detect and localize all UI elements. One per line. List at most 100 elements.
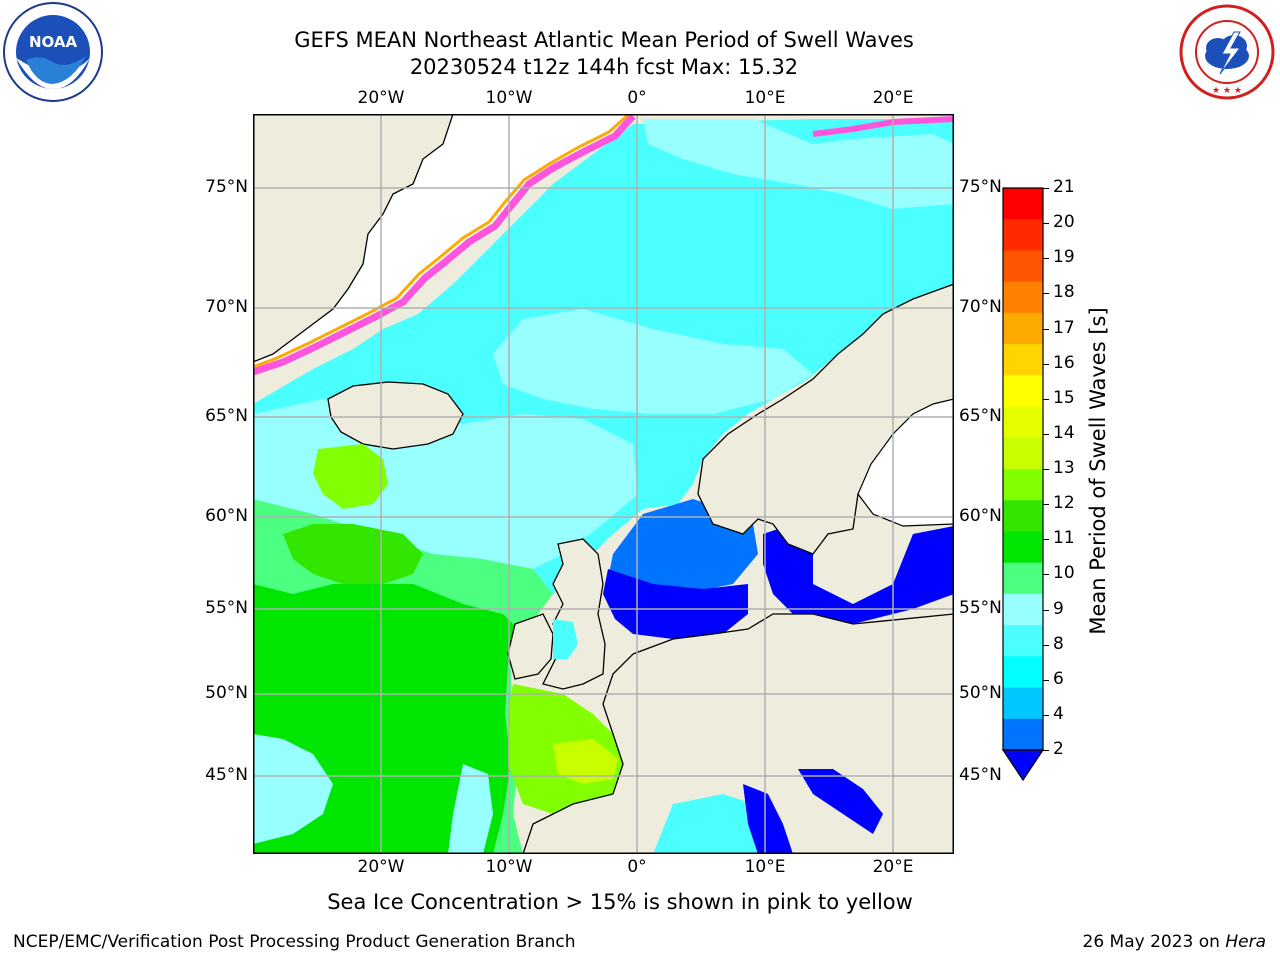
map-gridlines <box>253 114 954 854</box>
colorbar-segment <box>1003 718 1043 751</box>
swell-lightcyan-1 <box>643 119 954 209</box>
colorbar-segment <box>1003 188 1043 220</box>
colorbar-tick-label: 19 <box>1053 247 1075 268</box>
lon-label-10w-top: 10°W <box>485 88 533 108</box>
great-britain <box>542 538 606 690</box>
nws-logo: ★ ★ ★ <box>1179 4 1275 100</box>
sea-ice-edge <box>253 114 636 376</box>
colorbar-segment <box>1003 656 1043 689</box>
lon-label-0-bottom: 0° <box>627 857 647 877</box>
colorbar-tick-label: 18 <box>1053 282 1075 303</box>
colorbar-segment <box>1003 531 1043 564</box>
noaa-logo: NOAA <box>3 2 103 102</box>
colorbar-tick-mark <box>1043 750 1049 751</box>
sea-ice-edge-inner <box>253 114 631 369</box>
map-frame <box>253 114 954 854</box>
swell-deepblue-northsea <box>603 569 748 639</box>
lon-label-20w-bottom: 20°W <box>357 857 405 877</box>
lon-label-10e-top: 10°E <box>744 88 786 108</box>
footer-host: Hera <box>1225 932 1266 952</box>
colorbar-tick-mark <box>1043 223 1049 225</box>
lat-label-45n-right: 45°N <box>959 765 1002 785</box>
lat-label-55n-right: 55°N <box>959 598 1002 618</box>
lat-label-70n-right: 70°N <box>959 297 1002 317</box>
colorbar-tick-mark <box>1043 469 1049 470</box>
swell-yellowgreen-1 <box>313 444 388 509</box>
colorbar-segment <box>1003 625 1043 657</box>
swell-lightcyan-sw2 <box>448 764 493 854</box>
colorbar-tick-label: 14 <box>1053 422 1075 443</box>
colorbar-segment <box>1003 562 1043 595</box>
colorbar-tick-mark <box>1043 644 1049 646</box>
colorbar-segment <box>1003 500 1043 532</box>
colorbar-tick-mark <box>1043 328 1049 330</box>
chart-subtitle: 20230524 t12z 144h fcst Max: 15.32 <box>409 55 799 79</box>
colorbar-segment <box>1003 344 1043 376</box>
lat-label-45n-left: 45°N <box>205 765 248 785</box>
colorbar-tick-label: 2 <box>1053 739 1064 759</box>
colorbar-segment <box>1003 312 1043 345</box>
colorbar-segment <box>1003 250 1043 283</box>
colorbar-segment <box>1003 593 1043 626</box>
colorbar-tick-label: 12 <box>1053 493 1075 514</box>
lat-label-65n-right: 65°N <box>959 406 1002 426</box>
sea-ice-note: Sea Ice Concentration > 15% is shown in … <box>327 890 913 914</box>
footer-date-text: 26 May 2023 on <box>1082 932 1226 952</box>
colorbar-tick-mark <box>1043 539 1049 541</box>
svg-text:★ ★ ★: ★ ★ ★ <box>1212 86 1242 96</box>
lon-label-20w-top: 20°W <box>357 88 405 108</box>
chart-title: GEFS MEAN Northeast Atlantic Mean Period… <box>294 28 914 52</box>
colorbar-segment <box>1003 281 1043 314</box>
colorbar-tick-mark <box>1043 504 1049 506</box>
colorbar-tick-mark <box>1043 398 1049 400</box>
swell-lightcyan-2 <box>493 309 813 414</box>
lat-label-50n-left: 50°N <box>205 683 248 703</box>
lat-label-60n-right: 60°N <box>959 506 1002 526</box>
colorbar-tick-label: 4 <box>1053 703 1064 724</box>
svalbard-ice <box>812 116 954 137</box>
colorbar-segment <box>1003 437 1043 470</box>
colorbar-tick-label: 10 <box>1053 563 1075 584</box>
colorbar-tick-label: 17 <box>1053 317 1075 338</box>
irish-sea <box>553 619 578 659</box>
footer-date: 26 May 2023 on Hera <box>1083 932 1267 952</box>
colorbar-tick-label: 20 <box>1053 212 1075 233</box>
lat-label-65n-left: 65°N <box>205 406 248 426</box>
colorbar-tick-label: 6 <box>1053 668 1064 689</box>
noaa-logo-text: NOAA <box>29 33 78 51</box>
swell-blue-adriatic <box>798 769 883 834</box>
colorbar-tick-mark <box>1043 574 1049 576</box>
footer-credit: NCEP/EMC/Verification Post Processing Pr… <box>13 932 576 952</box>
iceland <box>327 381 464 450</box>
colorbar-tick-mark <box>1043 293 1049 295</box>
greenland <box>253 114 454 363</box>
lat-label-75n-left: 75°N <box>205 177 248 197</box>
gulf-of-bothnia <box>857 398 954 527</box>
colorbar-segment <box>1003 219 1043 251</box>
swell-lightcyan-sw <box>253 734 333 844</box>
colorbar-tick-mark <box>1043 188 1049 189</box>
colorbar-tick-label: 11 <box>1053 528 1075 549</box>
lon-label-20e-bottom: 20°E <box>872 857 914 877</box>
swell-yellow-patch <box>553 739 618 784</box>
lat-label-70n-left: 70°N <box>205 297 248 317</box>
colorbar-segment <box>1003 375 1043 408</box>
colorbar-tick-mark <box>1043 258 1049 260</box>
colorbar-tick-mark <box>1043 433 1049 435</box>
lat-label-55n-left: 55°N <box>205 598 248 618</box>
colorbar-tick-mark <box>1043 679 1049 681</box>
lat-label-75n-right: 75°N <box>959 177 1002 197</box>
colorbar-segment <box>1003 406 1043 439</box>
swell-blue-mediterranean <box>743 784 793 854</box>
colorbar-tick-label: 13 <box>1053 458 1075 478</box>
colorbar-tick-label: 9 <box>1053 598 1064 619</box>
colorbar <box>1001 187 1045 782</box>
colorbar-under-arrow <box>1001 749 1045 782</box>
colorbar-segment <box>1003 469 1043 501</box>
lat-label-50n-right: 50°N <box>959 683 1002 703</box>
swell-brightgreen <box>283 524 423 584</box>
lon-label-10w-bottom: 10°W <box>485 857 533 877</box>
colorbar-segment <box>1003 687 1043 720</box>
colorbar-tick-label: 8 <box>1053 633 1064 654</box>
swell-mediterranean <box>653 794 773 854</box>
